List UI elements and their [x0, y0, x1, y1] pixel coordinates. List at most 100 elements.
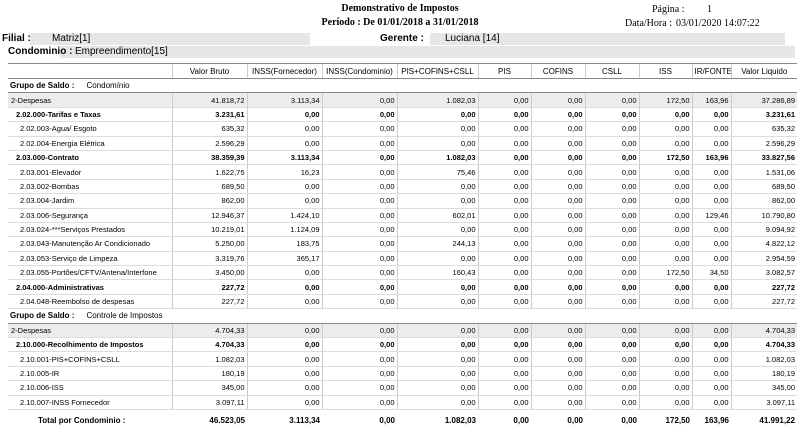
- cell-value: 0,00: [321, 107, 397, 123]
- row-label: 2-Despesas: [8, 92, 172, 108]
- total-value: 41.991,22: [759, 416, 795, 426]
- group-label: Grupo de Saldo : Condomínio: [8, 78, 797, 94]
- data-row: 2.10.007-INSS Fornecedor 3.097,11 0,00 0,00…: [8, 395, 797, 410]
- cell-value: 0,00: [691, 251, 731, 267]
- cell-value: 0,00: [584, 208, 639, 223]
- cell-value: 862,00: [730, 193, 797, 209]
- cell-value: 0,00: [321, 236, 397, 252]
- data-row: 2.02.003-Agua/ Esgoto 635,32 0,00 0,00 0,00 0…: [8, 121, 797, 137]
- row-label: 2.03.043-Manutenção Ar Condicionado: [8, 236, 172, 252]
- cell-value: 0,00: [396, 279, 478, 295]
- cell-value: 0,00: [530, 121, 585, 137]
- cell-value: 0,00: [638, 380, 692, 396]
- cell-value: 0,00: [530, 366, 585, 382]
- cell-value: 172,50: [638, 265, 692, 281]
- cell-value: 689,50: [730, 179, 797, 195]
- cell-value: 0,00: [246, 107, 322, 123]
- datetime-label: Data/Hora :: [625, 18, 672, 29]
- cell-value: 0,00: [321, 294, 397, 310]
- data-row: 2-Despesas 4.704,33 0,00 0,00 0,00 0,00 0,00 0,…: [8, 323, 797, 339]
- cell-value: 0,00: [396, 251, 478, 267]
- row-label: 2.03.004-Jardim: [8, 193, 172, 209]
- cell-value: 689,50: [171, 179, 247, 195]
- cell-value: 0,00: [477, 337, 531, 353]
- cell-value: 1.622,75: [171, 164, 247, 180]
- cell-value: 0,00: [691, 294, 731, 310]
- cell-value: 0,00: [584, 136, 639, 151]
- cell-value: 602,01: [396, 208, 478, 223]
- cell-value: 0,00: [530, 337, 585, 353]
- cell-value: 0,00: [477, 107, 531, 123]
- cell-value: 0,00: [477, 150, 531, 166]
- cell-value: 0,00: [584, 121, 639, 137]
- cell-value: 0,00: [691, 179, 731, 195]
- filial-label: Filial :: [2, 33, 31, 44]
- cell-value: 0,00: [530, 193, 585, 209]
- cell-value: 41.818,72: [171, 92, 247, 108]
- cell-value: 0,00: [396, 395, 478, 410]
- cell-value: 5.250,00: [171, 236, 247, 252]
- cell-value: 0,00: [638, 337, 692, 353]
- cell-value: 0,00: [584, 222, 639, 238]
- cell-value: 9.094,92: [730, 222, 797, 238]
- data-row: 2.03.055-Portões/CFTV/Antena/Interfone 3.…: [8, 265, 797, 281]
- cell-value: 227,72: [730, 294, 797, 310]
- cell-value: 0,00: [246, 279, 322, 295]
- cell-value: 0,00: [530, 164, 585, 180]
- cell-value: 0,00: [321, 251, 397, 267]
- cell-value: 180,19: [730, 366, 797, 382]
- column-header: COFINS: [530, 63, 585, 79]
- total-row: Total por Condominio : 46.523,05 3.113,34 0…: [8, 409, 797, 432]
- cell-value: 0,00: [584, 337, 639, 353]
- column-header: Valor Liquido: [730, 63, 797, 79]
- cell-value: 0,00: [396, 107, 478, 123]
- cell-value: 0,00: [246, 121, 322, 137]
- cell-value: 3.097,11: [730, 395, 797, 410]
- cell-value: 0,00: [691, 222, 731, 238]
- total-value: 0,00: [379, 416, 395, 426]
- row-label: 2.03.006-Segurança: [8, 208, 172, 223]
- cell-value: 0,00: [321, 208, 397, 223]
- cell-value: 3.082,57: [730, 265, 797, 281]
- cell-value: 2.596,29: [730, 136, 797, 151]
- cell-value: 0,00: [477, 164, 531, 180]
- cell-value: 0,00: [530, 236, 585, 252]
- data-row: 2.02.004-Energia Elétrica 2.596,29 0,00 0,0…: [8, 136, 797, 151]
- cell-value: 0,00: [530, 208, 585, 223]
- group-label-text: Grupo de Saldo :: [10, 311, 75, 321]
- cell-value: 0,00: [477, 380, 531, 396]
- period: Período : De 01/01/2018 a 31/01/2018: [321, 17, 479, 28]
- cell-value: 0,00: [477, 193, 531, 209]
- cell-value: 0,00: [638, 164, 692, 180]
- cell-value: 0,00: [396, 179, 478, 195]
- cell-value: 635,32: [730, 121, 797, 137]
- row-label: 2.03.055-Portões/CFTV/Antena/Interfone: [8, 265, 172, 281]
- cell-value: 0,00: [477, 366, 531, 382]
- title: Demonstrativo de Impostos: [341, 3, 459, 14]
- cell-value: 0,00: [638, 107, 692, 123]
- cell-value: 163,96: [691, 92, 731, 108]
- cell-value: 2.596,29: [171, 136, 247, 151]
- cell-value: 0,00: [530, 279, 585, 295]
- cell-value: 0,00: [691, 136, 731, 151]
- cell-value: 0,00: [477, 351, 531, 367]
- cell-value: 1.082,03: [396, 150, 478, 166]
- cell-value: 0,00: [321, 150, 397, 166]
- cell-value: 0,00: [477, 136, 531, 151]
- cell-value: 0,00: [396, 351, 478, 367]
- cell-value: 0,00: [530, 251, 585, 267]
- cell-value: 0,00: [530, 380, 585, 396]
- row-label: 2.03.024-***Serviços Prestados: [8, 222, 172, 238]
- cell-value: 0,00: [584, 92, 639, 108]
- cell-value: 365,17: [246, 251, 322, 267]
- cell-value: 0,00: [477, 323, 531, 339]
- filial: Matriz[1]: [52, 33, 91, 44]
- total-value: 3.113,34: [289, 416, 320, 426]
- data-row: 2.03.024-***Serviços Prestados 10.219,01 1…: [8, 222, 797, 238]
- total-label: Total por Condominio :: [38, 416, 126, 426]
- column-header: ISS: [638, 63, 692, 79]
- cell-value: 0,00: [396, 193, 478, 209]
- cell-value: 183,75: [246, 236, 322, 252]
- cell-value: 0,00: [396, 366, 478, 382]
- cell-value: 0,00: [691, 366, 731, 382]
